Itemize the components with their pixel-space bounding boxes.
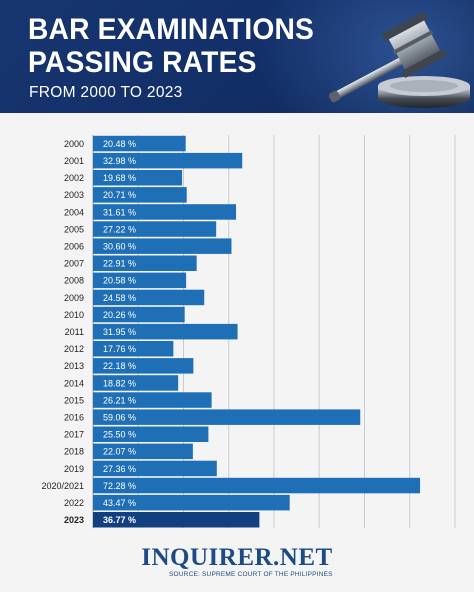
bar-2020-2021 — [93, 477, 421, 494]
category-label: 2013 — [64, 361, 84, 371]
bar-2009 — [93, 289, 205, 306]
bar-2008 — [93, 272, 187, 289]
category-label: 2001 — [64, 156, 84, 166]
category-label: 2018 — [64, 447, 84, 457]
category-label: 2000 — [64, 139, 84, 149]
bar-2016 — [93, 409, 361, 425]
value-label: 30.60 % — [103, 241, 136, 251]
bar-2018 — [93, 443, 193, 460]
bar-2010 — [93, 306, 185, 323]
bar-chart: 20.48 % 32.98 % 19.68 % 20.71 % 31.61 % 27.22… — [41, 135, 456, 529]
value-label: 43.47 % — [103, 498, 136, 508]
value-label: 22.18 % — [103, 361, 136, 371]
value-label: 59.06 % — [103, 412, 136, 422]
bar-2012 — [93, 341, 174, 357]
category-label: 2016 — [64, 412, 84, 422]
category-label: 2019 — [64, 464, 84, 474]
value-label: 31.95 % — [103, 327, 136, 337]
category-label: 2003 — [64, 190, 84, 200]
bar-2004 — [93, 204, 237, 220]
category-label: 2005 — [64, 224, 84, 234]
category-label: 2014 — [64, 378, 84, 388]
category-label: 2020/2021 — [41, 481, 84, 491]
header-banner: BAR EXAMINATIONS PASSING RATES FROM 2000… — [0, 0, 474, 113]
value-label: 22.07 % — [103, 447, 136, 457]
category-label: 2011 — [65, 327, 84, 337]
bar-2014 — [93, 375, 179, 391]
bar-2003 — [93, 187, 187, 203]
value-label: 18.82 % — [103, 378, 136, 388]
bar-2019 — [93, 460, 217, 477]
bar-2023 — [93, 512, 260, 528]
bar-2011 — [93, 323, 238, 340]
bar-2017 — [93, 426, 209, 442]
value-label: 22.91 % — [103, 259, 136, 269]
category-label: 2009 — [64, 293, 84, 303]
source-note: SOURCE: SUPREME COURT OF THE PHILIPPINES — [169, 571, 333, 578]
value-label: 24.58 % — [103, 293, 136, 303]
value-label: 20.71 % — [103, 190, 136, 200]
category-label: 2007 — [64, 259, 84, 269]
value-label: 31.61 % — [103, 207, 136, 217]
gavel-icon — [328, 12, 470, 108]
value-label: 20.58 % — [103, 276, 136, 286]
bar-2002 — [93, 170, 183, 186]
value-label: 20.26 % — [103, 310, 136, 320]
value-label: 25.50 % — [103, 430, 136, 440]
value-label: 32.98 % — [103, 156, 136, 166]
category-label: 2008 — [64, 276, 84, 286]
bar-2000 — [93, 135, 186, 152]
bar-2001 — [93, 152, 243, 169]
category-label: 2006 — [64, 241, 84, 251]
value-label: 26.21 % — [103, 395, 136, 405]
inquirer-logo: INQUIRER.NET — [141, 544, 333, 571]
bar-2022 — [93, 494, 290, 511]
chart-subtitle: FROM 2000 TO 2023 — [29, 84, 183, 101]
category-label: 2010 — [64, 310, 84, 320]
value-label: 72.28 % — [103, 481, 136, 491]
category-label: 2015 — [64, 395, 84, 405]
value-label: 20.48 % — [103, 139, 136, 149]
bars: 20.48 % 32.98 % 19.68 % 20.71 % 31.61 % 27.22… — [93, 135, 421, 528]
bar-2015 — [93, 392, 212, 408]
category-label: 2012 — [64, 344, 84, 354]
value-label: 17.76 % — [103, 344, 136, 354]
bar-2006 — [93, 238, 232, 254]
category-label: 2017 — [64, 430, 84, 440]
category-labels: 2000 2001 2002 2003 2004 2005 2006 2007 2008 2009… — [41, 139, 84, 525]
value-label: 27.36 % — [103, 464, 136, 474]
value-label: 19.68 % — [103, 173, 136, 183]
value-label: 36.77 % — [103, 515, 136, 525]
chart-title-line-2: PASSING RATES — [28, 46, 257, 79]
chart-title-line-1: BAR EXAMINATIONS — [28, 13, 315, 46]
category-label: 2004 — [64, 207, 84, 217]
category-label: 2002 — [64, 173, 84, 183]
bar-2013 — [93, 358, 194, 374]
bar-2005 — [93, 221, 217, 237]
value-label: 27.22 % — [103, 224, 136, 234]
bar-2007 — [93, 255, 197, 271]
category-label: 2022 — [64, 498, 84, 508]
category-label: 2023 — [64, 515, 84, 525]
